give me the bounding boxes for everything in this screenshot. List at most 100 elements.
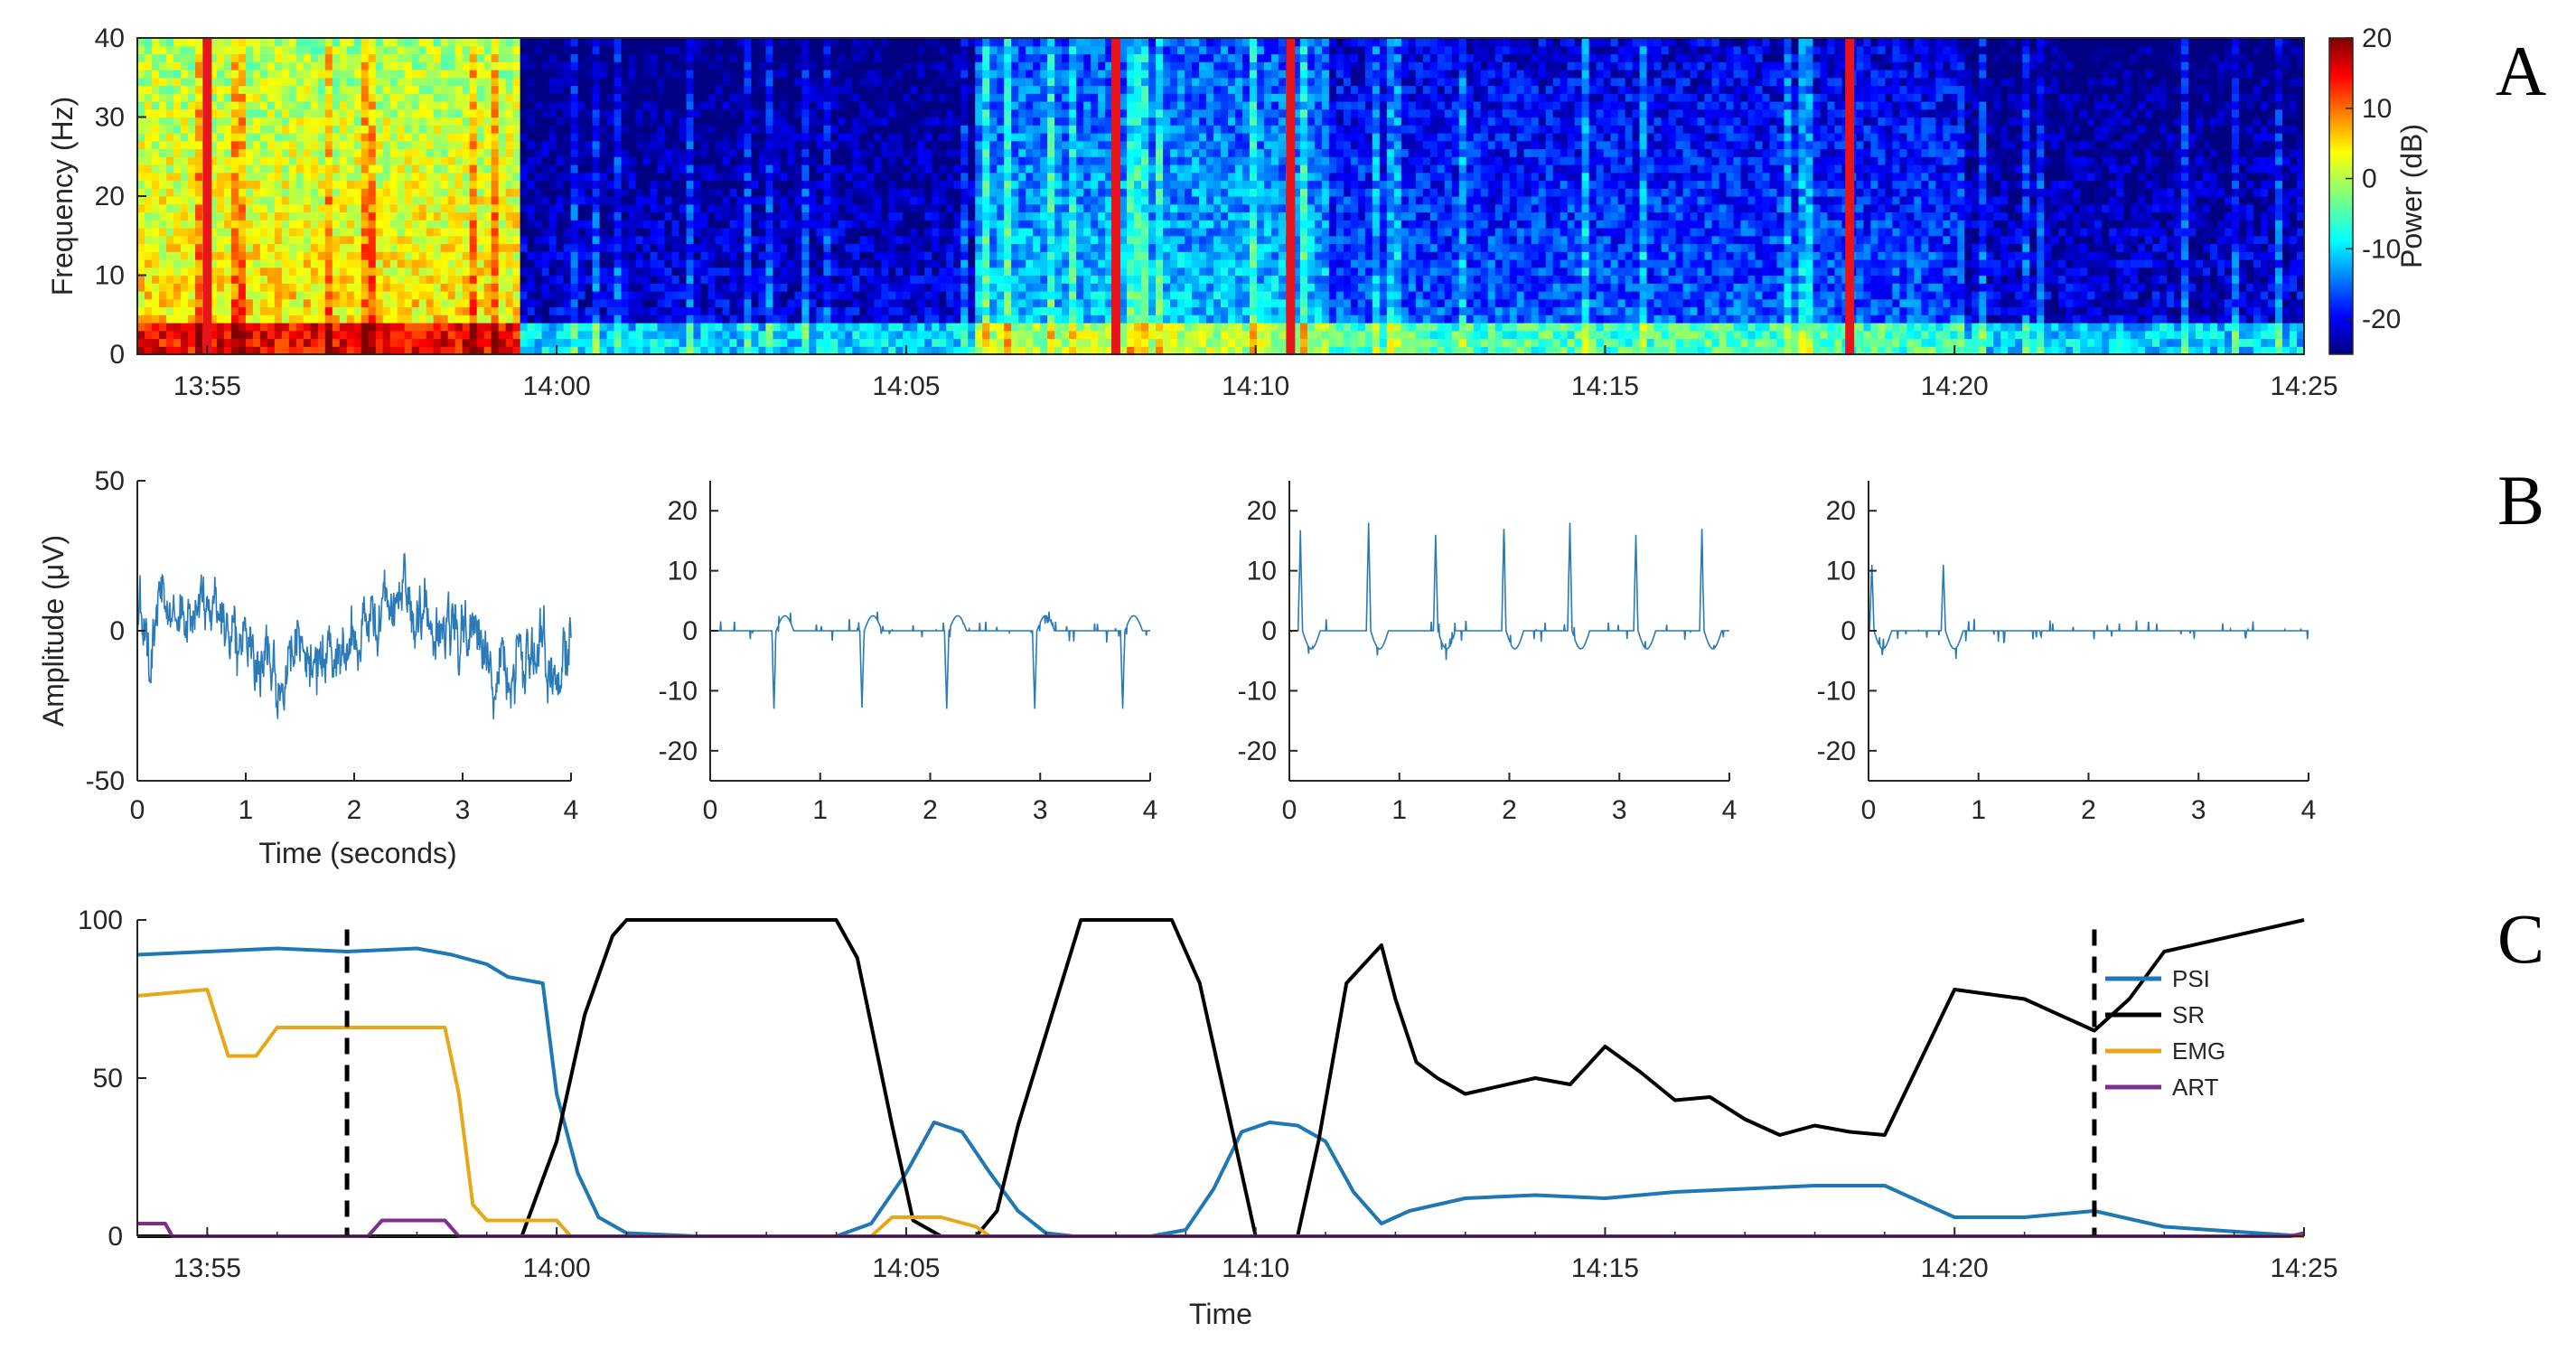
spectrogram-cell xyxy=(303,93,312,102)
spectrogram-cell xyxy=(1026,117,1034,126)
spectrogram-cell xyxy=(671,45,680,55)
spectrogram-cell xyxy=(346,196,355,205)
spectrogram-cell xyxy=(418,188,427,197)
spectrogram-cell xyxy=(462,203,471,213)
spectrogram-cell xyxy=(368,196,377,205)
spectrogram-cell xyxy=(1018,220,1026,229)
spectrogram-cell xyxy=(1033,148,1041,157)
spectrogram-cell xyxy=(917,338,925,347)
spectrogram-cell xyxy=(295,53,304,62)
spectrogram-cell xyxy=(252,275,261,284)
spectrogram-cell xyxy=(303,298,312,308)
spectrogram-cell xyxy=(548,53,557,62)
spectrogram-cell xyxy=(599,314,608,324)
spectrogram-cell xyxy=(368,306,377,315)
spectrogram-cell xyxy=(592,323,601,332)
spectrogram-cell xyxy=(556,259,565,268)
spectrogram-cell xyxy=(433,220,442,229)
spectrogram-cell xyxy=(267,108,276,118)
spectrogram-cell xyxy=(144,93,153,102)
spectrogram-cell xyxy=(729,93,738,102)
spectrogram-cell xyxy=(252,330,261,340)
spectrogram-cell xyxy=(548,259,557,268)
spectrogram-cell xyxy=(614,267,623,277)
spectrogram-cell xyxy=(693,235,702,245)
spectrogram-cell xyxy=(281,259,290,268)
spectrogram-cell xyxy=(642,228,651,237)
spectrogram-cell xyxy=(621,180,630,189)
spectrogram-cell xyxy=(686,148,695,157)
spectrogram-cell xyxy=(238,77,247,87)
spectrogram-cell xyxy=(657,38,666,47)
spectrogram-cell xyxy=(1004,314,1012,324)
spectrogram-cell xyxy=(599,306,608,315)
spectrogram-cell xyxy=(339,108,348,118)
spectrogram-cell xyxy=(787,188,795,197)
spectrogram-cell xyxy=(960,228,969,237)
spectrogram-cell xyxy=(751,45,760,55)
spectrogram-cell xyxy=(910,61,918,70)
spectrogram-cell xyxy=(577,61,586,70)
spectrogram-cell xyxy=(368,243,377,252)
spectrogram-cell xyxy=(1004,323,1012,332)
spectrogram-cell xyxy=(223,156,232,165)
spectrogram-cell xyxy=(809,243,817,252)
spectrogram-cell xyxy=(368,85,377,94)
spectrogram-cell xyxy=(548,338,557,347)
spectrogram-cell xyxy=(801,298,810,308)
spectrogram-cell xyxy=(599,259,608,268)
spectrogram-cell xyxy=(332,235,341,245)
spectrogram-cell xyxy=(845,196,853,205)
spectrogram-cell xyxy=(852,125,860,134)
spectrogram-cell xyxy=(997,45,1005,55)
spectrogram-cell xyxy=(1026,275,1034,284)
spectrogram-cell xyxy=(1004,251,1012,260)
spectrogram-cell xyxy=(339,228,348,237)
spectrogram-cell xyxy=(158,156,167,165)
spectrogram-cell xyxy=(866,125,875,134)
spectrogram-cell xyxy=(758,45,767,55)
spectrogram-cell xyxy=(476,45,485,55)
spectrogram-cell xyxy=(910,45,918,55)
spectrogram-cell xyxy=(295,283,304,292)
spectrogram-cell xyxy=(975,77,983,87)
spectrogram-cell xyxy=(187,211,196,220)
spectrogram-cell xyxy=(910,275,918,284)
spectrogram-cell xyxy=(454,117,464,126)
spectrogram-cell xyxy=(353,156,362,165)
spectrogram-cell xyxy=(606,196,615,205)
spectrogram-cell xyxy=(650,196,659,205)
spectrogram-cell xyxy=(520,346,529,354)
spectrogram-cell xyxy=(230,117,239,126)
spectrogram-cell xyxy=(303,61,312,70)
spectrogram-cell xyxy=(917,314,925,324)
spectrogram-cell xyxy=(816,306,824,315)
spectrogram-cell xyxy=(520,235,529,245)
spectrogram-cell xyxy=(823,306,831,315)
spectrogram-cell xyxy=(368,93,377,102)
spectrogram-cell xyxy=(693,93,702,102)
spectrogram-cell xyxy=(498,93,507,102)
spectrogram-cell xyxy=(382,70,391,79)
spectrogram-cell xyxy=(722,53,731,62)
spectrogram-cell xyxy=(621,70,630,79)
spectrogram-cell xyxy=(491,140,500,150)
spectrogram-cell xyxy=(397,251,406,260)
spectrogram-cell xyxy=(917,259,925,268)
spectrogram-cell xyxy=(809,61,817,70)
spectrogram-cell xyxy=(223,228,232,237)
spectrogram-cell xyxy=(534,243,543,252)
spectrogram-cell xyxy=(758,330,767,340)
spectrogram-cell xyxy=(693,330,702,340)
spectrogram-cell xyxy=(527,125,536,134)
spectrogram-cell xyxy=(982,125,990,134)
spectrogram-cell xyxy=(433,53,442,62)
spectrogram-cell xyxy=(765,133,774,142)
spectrogram-cell xyxy=(744,77,753,87)
spectrogram-cell xyxy=(324,108,333,118)
spectrogram-cell xyxy=(303,38,312,47)
spectrogram-cell xyxy=(715,267,724,277)
spectrogram-cell xyxy=(173,323,182,332)
spectrogram-cell xyxy=(368,220,377,229)
spectrogram-cell xyxy=(1018,53,1026,62)
